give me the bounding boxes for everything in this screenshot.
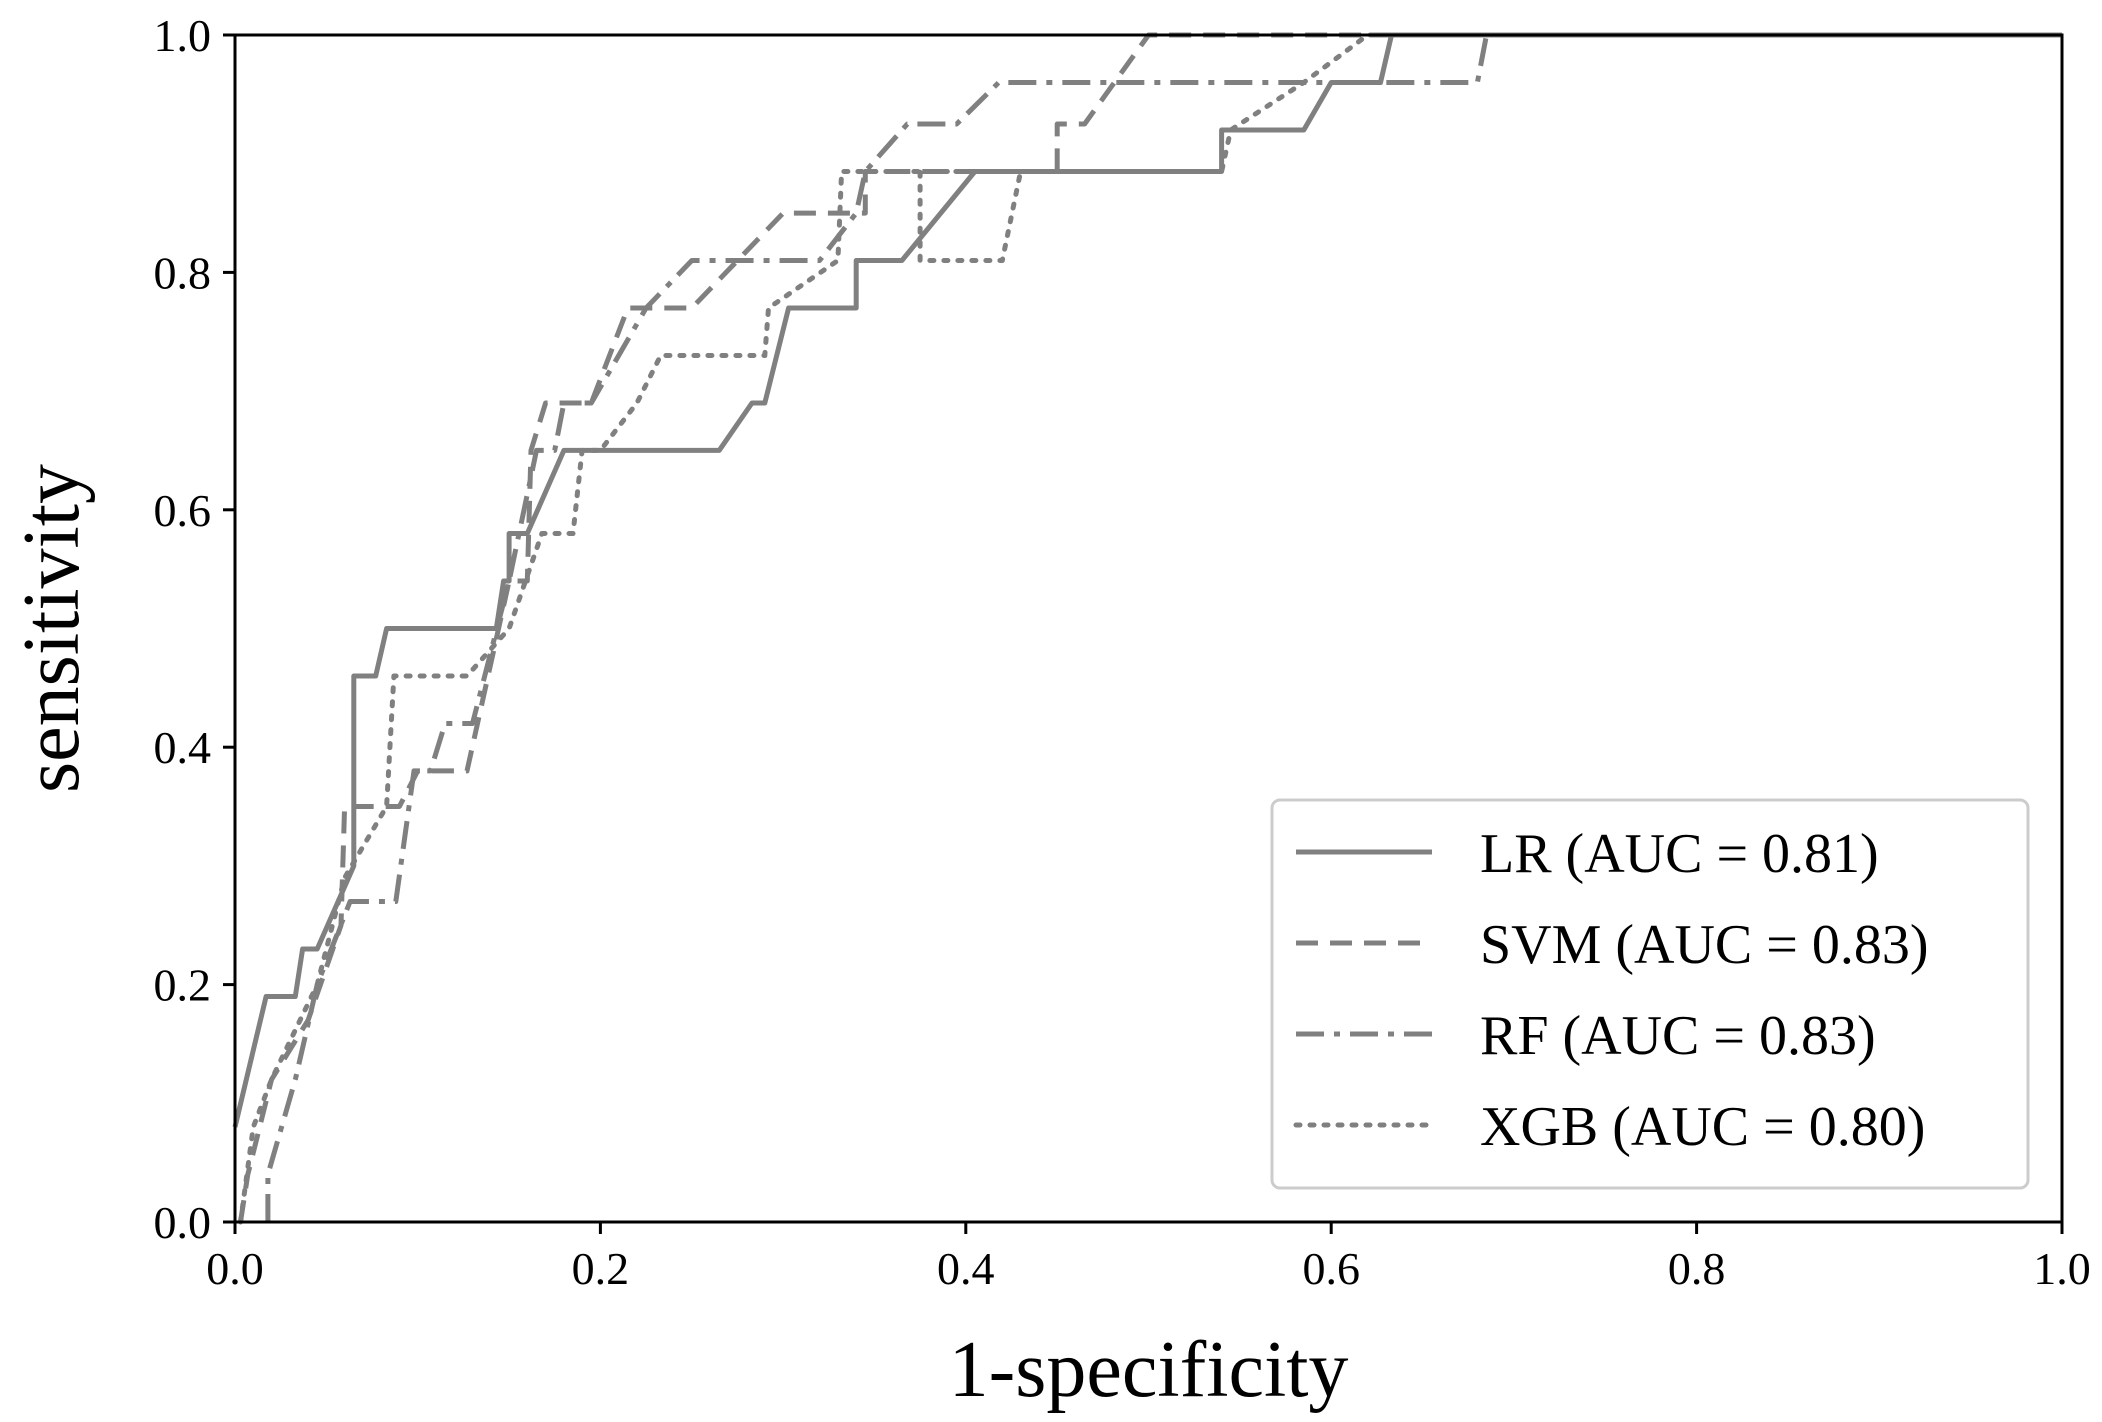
y-tick-label: 0.6: [154, 485, 212, 536]
x-tick-label: 0.2: [572, 1243, 630, 1294]
legend-label: LR (AUC = 0.81): [1480, 823, 1879, 885]
y-tick-label: 0.2: [154, 960, 212, 1011]
x-tick-label: 0.8: [1668, 1243, 1726, 1294]
y-tick-label: 0.0: [154, 1197, 212, 1248]
series-line-3: [238, 32, 2065, 1225]
x-axis-label: 1-specificity: [949, 1326, 1349, 1414]
legend-box: [1270, 798, 2030, 1190]
x-tick-label: 0.0: [206, 1243, 264, 1294]
x-tick-label: 0.4: [937, 1243, 995, 1294]
y-tick-label: 1.0: [154, 10, 212, 61]
legend: LR (AUC = 0.81) SVM (AUC = 0.83) RF (AUC =…: [1270, 798, 2030, 1190]
plot-frame: [233, 33, 2064, 1224]
legend-label: XGB (AUC = 0.80): [1480, 1096, 1925, 1158]
x-tick-label: 1.0: [2033, 1243, 2091, 1294]
legend-label: SVM (AUC = 0.83): [1480, 914, 1929, 976]
y-axis: 0.0 0.2 0.4 0.6 0.8 1.0: [154, 10, 235, 1248]
legend-label: RF (AUC = 0.83): [1480, 1005, 1876, 1067]
y-tick-label: 0.4: [154, 722, 212, 773]
y-tick-label: 0.8: [154, 247, 212, 298]
y-axis-label: sensitivity: [8, 464, 96, 793]
series-line-2: [265, 32, 2062, 1222]
x-axis: 0.0 0.2 0.4 0.6 0.8 1.0: [206, 1222, 2091, 1294]
plot-area: [232, 32, 2065, 1225]
x-tick-label: 0.6: [1302, 1243, 1360, 1294]
